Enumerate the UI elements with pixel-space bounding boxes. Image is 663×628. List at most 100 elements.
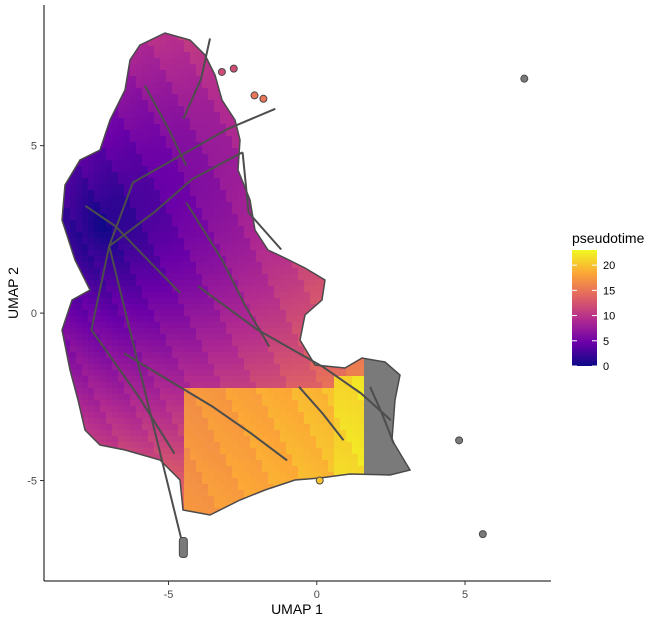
cell-tile (322, 34, 329, 41)
cell-tile (238, 202, 245, 209)
cell-tile (346, 58, 353, 65)
cell-tile (274, 124, 281, 131)
cell-tile (94, 490, 101, 497)
cell-tile (190, 490, 197, 497)
cell-tile (358, 292, 365, 299)
cell-tile (400, 346, 407, 353)
cell-tile (112, 220, 119, 227)
cell-tile (322, 262, 329, 269)
cell-tile (304, 70, 311, 77)
cell-tile (172, 172, 179, 179)
cell-tile (226, 490, 233, 497)
cell-tile (304, 352, 311, 359)
cell-tile (136, 382, 143, 389)
cell-tile (364, 154, 371, 161)
cell-tile (184, 190, 191, 197)
cell-tile (100, 328, 107, 335)
cell-tile (376, 448, 383, 455)
cell-tile (268, 33, 275, 35)
cell-tile (274, 496, 281, 503)
cell-tile (340, 196, 347, 203)
cell-tile (406, 430, 410, 437)
cell-tile (82, 352, 89, 359)
cell-tile (184, 400, 191, 407)
cell-tile (154, 304, 161, 311)
cell-tile (346, 490, 353, 497)
cell-tile (88, 484, 95, 491)
cell-tile (166, 82, 173, 89)
cell-tile (226, 226, 233, 233)
cell-tile (178, 202, 185, 209)
cell-tile (196, 238, 203, 245)
cell-tile (322, 118, 329, 125)
cell-tile (268, 460, 275, 467)
cell-tile (178, 166, 185, 173)
cell-tile (178, 454, 185, 461)
cell-tile (178, 64, 185, 71)
cell-tile (106, 33, 113, 35)
cell-tile (298, 106, 305, 113)
cell-tile (250, 184, 257, 191)
cell-tile (340, 202, 347, 209)
cell-tile (286, 250, 293, 257)
cell-tile (382, 70, 389, 77)
cell-tile (190, 268, 197, 275)
cell-tile (64, 382, 71, 389)
cell-tile (406, 184, 410, 191)
cell-tile (220, 484, 227, 491)
cell-tile (364, 250, 371, 257)
cell-tile (250, 76, 257, 83)
cell-tile (52, 448, 59, 455)
cell-tile (280, 202, 287, 209)
cell-tile (310, 484, 317, 491)
cell-tile (406, 70, 410, 77)
cell-tile (388, 154, 395, 161)
cell-tile (52, 214, 59, 221)
cell-tile (274, 376, 281, 383)
cell-tile (376, 478, 383, 485)
cell-tile (172, 148, 179, 155)
cell-tile (208, 172, 215, 179)
cell-tile (352, 376, 359, 383)
cell-tile (70, 184, 77, 191)
cell-tile (334, 232, 341, 239)
cell-tile (166, 142, 173, 149)
cell-tile (226, 100, 233, 107)
cell-tile (388, 190, 395, 197)
cell-tile (352, 514, 359, 515)
cell-tile (178, 226, 185, 233)
cell-tile (52, 358, 59, 365)
cell-tile (250, 322, 257, 329)
cell-tile (190, 154, 197, 161)
cell-tile (274, 184, 281, 191)
cell-tile (70, 370, 77, 377)
cell-tile (76, 172, 83, 179)
cell-tile (328, 286, 335, 293)
cell-tile (130, 394, 137, 401)
cell-tile (214, 310, 221, 317)
cell-tile (202, 100, 209, 107)
cell-tile (376, 232, 383, 239)
cell-tile (316, 388, 323, 395)
cell-tile (244, 250, 251, 257)
cell-tile (94, 238, 101, 245)
cell-tile (136, 298, 143, 305)
cell-tile (304, 250, 311, 257)
cell-tile (406, 178, 410, 185)
cell-tile (322, 160, 329, 167)
cell-tile (166, 94, 173, 101)
cell-tile (286, 94, 293, 101)
cell-tile (184, 196, 191, 203)
cell-tile (142, 292, 149, 299)
cell-tile (202, 454, 209, 461)
cell-tile (370, 406, 377, 413)
cell-tile (238, 418, 245, 425)
cell-tile (148, 256, 155, 263)
cell-tile (148, 436, 155, 443)
cell-tile (226, 160, 233, 167)
cell-tile (232, 430, 239, 437)
cell-tile (316, 124, 323, 131)
cell-tile (256, 322, 263, 329)
cell-tile (262, 166, 269, 173)
